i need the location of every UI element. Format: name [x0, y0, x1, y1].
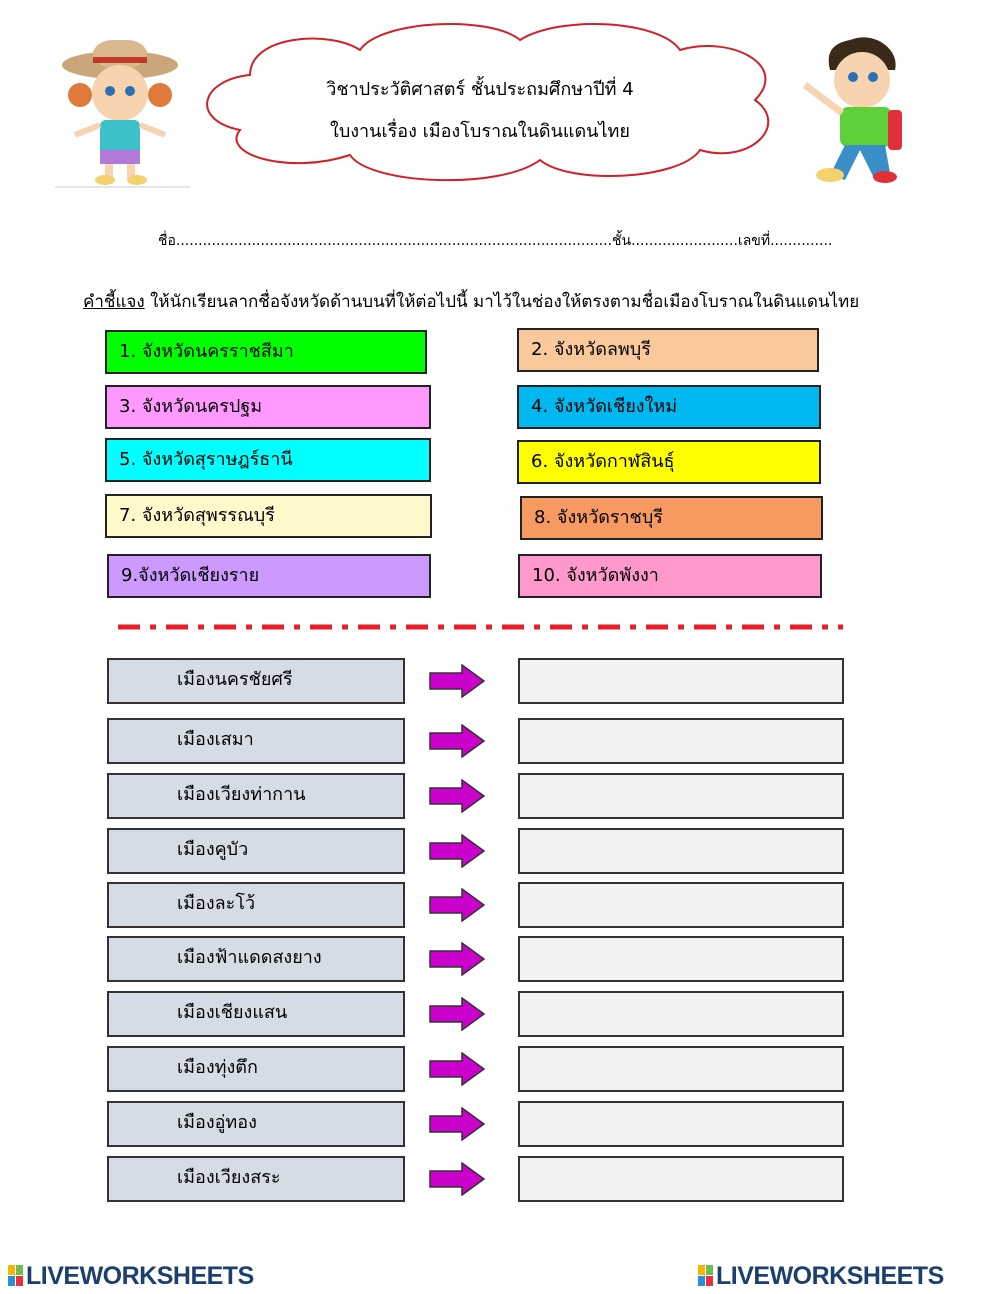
logo-text: LIVEWORKSHEETS	[26, 1262, 254, 1290]
ancient-city-label: เมืองทุ่งตึก	[107, 1046, 405, 1092]
live-logo-icon	[698, 1265, 714, 1287]
answer-drop-zone[interactable]	[518, 773, 844, 819]
instructions-text: ให้นักเรียนลากชื่อจังหวัดด้านบนที่ให้ต่อ…	[144, 292, 860, 312]
girl-illustration	[55, 40, 190, 188]
ancient-city-label: เมืองเสมา	[107, 718, 405, 764]
ancient-city-label: เมืองอู่ทอง	[107, 1101, 405, 1147]
boy-illustration	[802, 37, 902, 183]
ancient-city-label: เมืองนครชัยศรี	[107, 658, 405, 704]
liveworksheets-logo-right: LIVEWORKSHEETS	[698, 1262, 944, 1291]
worksheet-subject: วิชาประวัติศาสตร์ ชั้นประถมศึกษาปีที่ 4	[326, 79, 634, 100]
divider-dashed-line	[118, 624, 843, 630]
province-tile-4[interactable]: 4. จังหวัดเชียงใหม่	[517, 385, 821, 429]
arrow-right-icon	[429, 997, 486, 1031]
ancient-city-label: เมืองคูบัว	[107, 828, 405, 874]
answer-drop-zone[interactable]	[518, 1046, 844, 1092]
arrow-right-icon	[429, 664, 486, 698]
arrow-right-icon	[429, 942, 486, 976]
province-tile-5[interactable]: 5. จังหวัดสุราษฎร์ธานี	[105, 438, 431, 482]
ancient-city-label: เมืองเวียงท่ากาน	[107, 773, 405, 819]
province-tile-8[interactable]: 8. จังหวัดราชบุรี	[520, 496, 823, 540]
ancient-city-label: เมืองเวียงสระ	[107, 1156, 405, 1202]
liveworksheets-logo-left: LIVEWORKSHEETS	[8, 1262, 254, 1291]
answer-drop-zone[interactable]	[518, 658, 844, 704]
answer-drop-zone[interactable]	[518, 1156, 844, 1202]
ancient-city-label: เมืองละโว้	[107, 882, 405, 928]
arrow-right-icon	[429, 1052, 486, 1086]
instructions-label: คำชี้แจง	[83, 292, 145, 312]
arrow-right-icon	[429, 1162, 486, 1196]
province-tile-1[interactable]: 1. จังหวัดนครราชสีมา	[105, 330, 427, 374]
arrow-right-icon	[429, 779, 486, 813]
province-tile-9[interactable]: 9.จังหวัดเชียงราย	[107, 554, 431, 598]
arrow-right-icon	[429, 1107, 486, 1141]
answer-drop-zone[interactable]	[518, 1101, 844, 1147]
answer-drop-zone[interactable]	[518, 936, 844, 982]
arrow-right-icon	[429, 888, 486, 922]
student-info-line[interactable]: ชื่อ....................................…	[158, 233, 833, 249]
province-tile-10[interactable]: 10. จังหวัดพังงา	[518, 554, 822, 598]
answer-drop-zone[interactable]	[518, 718, 844, 764]
answer-drop-zone[interactable]	[518, 991, 844, 1037]
answer-drop-zone[interactable]	[518, 828, 844, 874]
instructions: คำชี้แจง ให้นักเรียนลากชื่อจังหวัดด้านบน…	[83, 288, 859, 315]
arrow-right-icon	[429, 724, 486, 758]
province-tile-2[interactable]: 2. จังหวัดลพบุรี	[517, 328, 819, 372]
province-tile-3[interactable]: 3. จังหวัดนครปฐม	[105, 385, 431, 429]
worksheet-title: ใบงานเรื่อง เมืองโบราณในดินแดนไทย	[330, 121, 630, 142]
answer-drop-zone[interactable]	[518, 882, 844, 928]
province-tile-7[interactable]: 7. จังหวัดสุพรรณบุรี	[105, 494, 432, 538]
cloud-title-frame	[206, 22, 770, 182]
live-logo-icon	[8, 1265, 24, 1287]
province-tile-6[interactable]: 6. จังหวัดกาฬสินธุ์	[517, 440, 821, 484]
arrow-right-icon	[429, 834, 486, 868]
logo-text: LIVEWORKSHEETS	[716, 1262, 944, 1290]
ancient-city-label: เมืองฟ้าแดดสงยาง	[107, 936, 405, 982]
ancient-city-label: เมืองเชียงแสน	[107, 991, 405, 1037]
